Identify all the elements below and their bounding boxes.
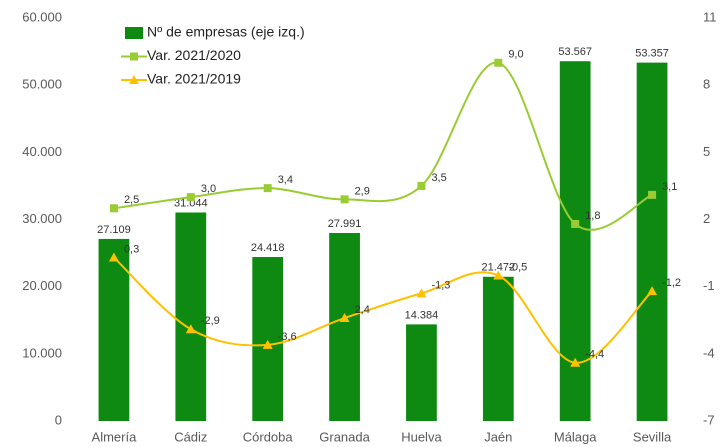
data-label: 3,0 — [201, 183, 216, 195]
y2-tick-label: 8 — [703, 77, 710, 92]
bar — [559, 61, 591, 422]
line-marker — [339, 313, 350, 323]
bar — [175, 212, 207, 421]
legend-label: Nº de empresas (eje izq.) — [147, 24, 305, 40]
data-label: 3,1 — [662, 181, 677, 193]
line-marker — [263, 184, 272, 193]
y2-tick-label: -4 — [703, 345, 715, 360]
data-label: 24.418 — [251, 242, 285, 254]
data-label: 3,5 — [431, 172, 446, 184]
line-marker — [108, 252, 119, 262]
line-marker — [647, 286, 658, 296]
y2-tick-label: -1 — [703, 278, 715, 293]
legend-label: Var. 2021/2020 — [147, 47, 241, 63]
y2-tick-label: 11 — [703, 9, 717, 24]
bar — [636, 62, 668, 422]
data-label: 21.472 — [481, 262, 515, 274]
line-marker — [185, 324, 196, 334]
y-tick-label: 20.000 — [22, 278, 62, 293]
data-label: 3,4 — [278, 174, 293, 186]
data-label: 1,8 — [585, 210, 600, 222]
data-label: 9,0 — [508, 49, 523, 61]
bar — [329, 232, 360, 421]
y-tick-label: 50.000 — [22, 77, 62, 92]
line-marker — [417, 181, 426, 190]
y-tick-label: 60.000 — [22, 9, 62, 24]
line-marker — [494, 58, 503, 67]
data-label: -1,2 — [662, 277, 681, 289]
x-tick-label: Córdoba — [243, 429, 294, 444]
data-label: -4,4 — [585, 349, 604, 361]
data-label: 2,9 — [355, 185, 370, 197]
data-label: 2,4 — [355, 304, 370, 316]
data-label: 53.567 — [558, 46, 592, 58]
x-tick-label: Cádiz — [174, 429, 207, 444]
x-tick-label: Granada — [319, 429, 370, 444]
line-marker — [570, 357, 581, 367]
x-tick-label: Sevilla — [633, 429, 672, 444]
data-label: 2,5 — [124, 194, 139, 206]
data-label: 27.109 — [97, 224, 131, 236]
legend-label: Var. 2021/2019 — [147, 71, 241, 87]
legend-marker — [129, 75, 139, 84]
x-tick-label: Málaga — [554, 429, 597, 444]
bar — [482, 276, 514, 421]
line-marker — [340, 195, 349, 204]
line-marker — [648, 190, 657, 199]
line-marker — [262, 339, 273, 349]
data-label: 53.357 — [635, 48, 669, 60]
y-tick-label: 30.000 — [22, 211, 62, 226]
line-marker — [416, 288, 427, 298]
data-label: 0,3 — [124, 243, 139, 255]
data-label: -2,9 — [201, 315, 220, 327]
data-label: 27.991 — [328, 218, 362, 230]
data-label: -0,5 — [508, 261, 527, 273]
line-marker — [186, 193, 195, 202]
data-label: 31.044 — [174, 197, 208, 209]
y2-tick-label: 2 — [703, 211, 710, 226]
x-tick-label: Jaén — [484, 429, 512, 444]
data-label: 14.384 — [405, 309, 439, 321]
legend-marker — [130, 52, 138, 61]
y-tick-label: 0 — [55, 412, 62, 427]
bar — [406, 324, 437, 421]
bar — [252, 256, 284, 421]
x-tick-label: Almería — [92, 429, 138, 444]
x-tick-label: Huelva — [401, 429, 442, 444]
line-marker — [493, 270, 504, 280]
y-tick-label: 10.000 — [22, 345, 62, 360]
line-marker — [571, 219, 580, 228]
y2-tick-label: -7 — [703, 412, 715, 427]
legend-swatch — [125, 27, 143, 39]
data-label: -3,6 — [278, 331, 297, 343]
data-label: -1,3 — [431, 279, 450, 291]
bar — [98, 238, 130, 421]
y2-tick-label: 5 — [703, 144, 710, 159]
line-marker — [109, 204, 118, 213]
y-tick-label: 40.000 — [22, 144, 62, 159]
